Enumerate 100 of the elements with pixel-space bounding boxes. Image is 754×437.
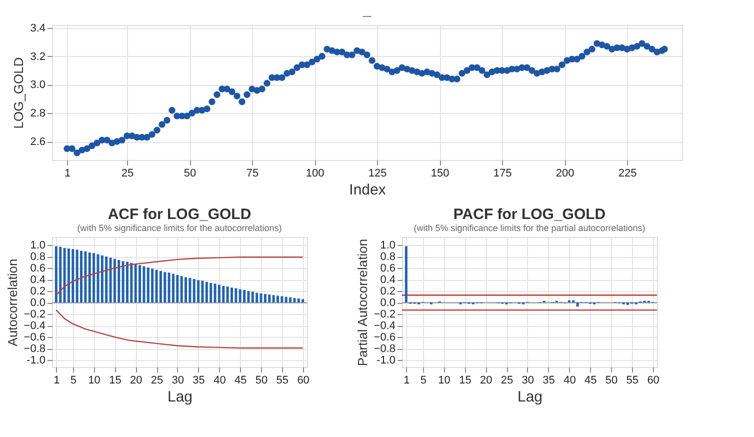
y-tick-label: 1.0	[30, 240, 46, 252]
x-tick-label: 100	[306, 168, 324, 180]
y-axis-title: Partial Autocorrelation	[354, 238, 370, 366]
bar	[130, 262, 133, 303]
x-tick-label: 225	[618, 168, 637, 180]
bar	[192, 278, 196, 303]
y-tick-label: −0.4	[374, 320, 396, 332]
x-tick-label: 200	[556, 168, 574, 180]
bar	[113, 258, 116, 303]
x-axis-title: Lag	[167, 388, 193, 406]
bar	[260, 293, 262, 303]
x-tick-label: 25	[150, 374, 164, 386]
x-tick-label: 15	[459, 374, 472, 386]
y-tick-label: 1.0	[380, 240, 396, 252]
y-tick-label: 0.6	[30, 262, 46, 275]
x-axis-title: Lag	[517, 388, 543, 406]
bar	[164, 272, 166, 303]
x-tick-label: 60	[647, 374, 660, 386]
x-tick-label: 55	[626, 374, 639, 386]
chart-subtitle: (with 5% significance limits for the partial autocorrelations)	[414, 223, 646, 233]
x-tick-label: 125	[368, 168, 387, 180]
y-tick-label: -1.0	[26, 354, 46, 367]
y-tick-label: −0.6	[24, 332, 46, 344]
x-tick-label: 150	[430, 168, 450, 180]
y-tick-label: 2.6	[30, 136, 46, 148]
bar	[276, 296, 279, 303]
y-tick-label: 0.0	[30, 297, 46, 310]
x-tick-label: 30	[522, 374, 534, 386]
chart-title: ACF for LOG_GOLD	[108, 206, 252, 223]
line-series	[56, 309, 304, 349]
y-tick-label: 3.4	[30, 22, 46, 34]
bar	[247, 291, 250, 303]
y-tick-label: 0.8	[30, 251, 46, 264]
x-tick-label: 75	[246, 168, 259, 180]
x-tick-label: 10	[438, 374, 450, 386]
x-tick-label: 5	[420, 374, 426, 386]
bar	[76, 250, 78, 303]
bar	[293, 298, 296, 303]
bar	[251, 292, 254, 303]
y-tick-label: −0.8	[374, 343, 396, 356]
y-tick-label: 2.8	[30, 108, 46, 120]
y-tick-label: 3.2	[30, 50, 46, 63]
x-tick-label: 1	[64, 168, 71, 180]
x-tick-label: 40	[214, 374, 226, 386]
bar	[88, 252, 91, 303]
x-tick-label: 5	[70, 374, 76, 386]
x-tick-label: 25	[500, 374, 514, 386]
bar	[272, 295, 275, 303]
bar	[238, 289, 242, 303]
x-tick-label: 50	[605, 374, 618, 386]
bar	[180, 276, 183, 303]
y-tick-label: −0.6	[374, 332, 396, 344]
bar	[218, 284, 220, 303]
bar	[67, 248, 70, 303]
bar	[226, 286, 229, 303]
bar	[92, 253, 96, 303]
bar	[230, 288, 234, 303]
x-tick-label: 45	[584, 374, 597, 386]
bar	[302, 299, 304, 303]
bar	[109, 258, 112, 303]
bar	[289, 297, 292, 303]
x-tick-label: 55	[276, 374, 289, 386]
y-tick-label: −0.4	[24, 320, 46, 332]
bar	[59, 246, 62, 303]
y-tick-label: −0.2	[374, 308, 396, 321]
y-tick-label: 0.8	[380, 251, 396, 264]
bar	[201, 280, 204, 303]
x-tick-label: 1	[404, 374, 410, 386]
chart-title: PACF for LOG_GOLD	[453, 206, 606, 223]
bar	[84, 251, 87, 303]
bar	[205, 282, 208, 303]
bar	[63, 248, 66, 303]
y-tick-label: −0.2	[24, 308, 46, 321]
bar	[100, 255, 104, 303]
y-tick-label: −0.8	[24, 343, 46, 356]
bar	[264, 294, 266, 303]
bar	[214, 284, 216, 303]
bar	[118, 260, 120, 303]
x-axis-title: Index	[349, 182, 386, 198]
x-tick-label: 10	[88, 374, 100, 386]
x-tick-label: 25	[121, 168, 134, 180]
x-tick-label: 20	[130, 374, 142, 386]
bar	[222, 286, 225, 303]
bar	[243, 290, 246, 303]
bar	[146, 267, 150, 303]
y-tick-label: 0.0	[380, 297, 396, 310]
y-tick-label: 3.0	[30, 79, 46, 92]
bar	[234, 288, 238, 303]
y-tick-label: 0.2	[380, 286, 396, 298]
x-tick-label: 40	[564, 374, 576, 386]
bar	[105, 256, 108, 303]
bar	[138, 265, 142, 303]
chart-subtitle: (with 5% significance limits for the autocorrelations)	[77, 223, 282, 233]
bar	[80, 250, 83, 303]
x-tick-label: 20	[480, 374, 492, 386]
bar	[96, 254, 100, 303]
bar	[210, 283, 212, 303]
bar	[72, 249, 74, 303]
bar	[54, 246, 58, 303]
bar	[280, 296, 284, 303]
